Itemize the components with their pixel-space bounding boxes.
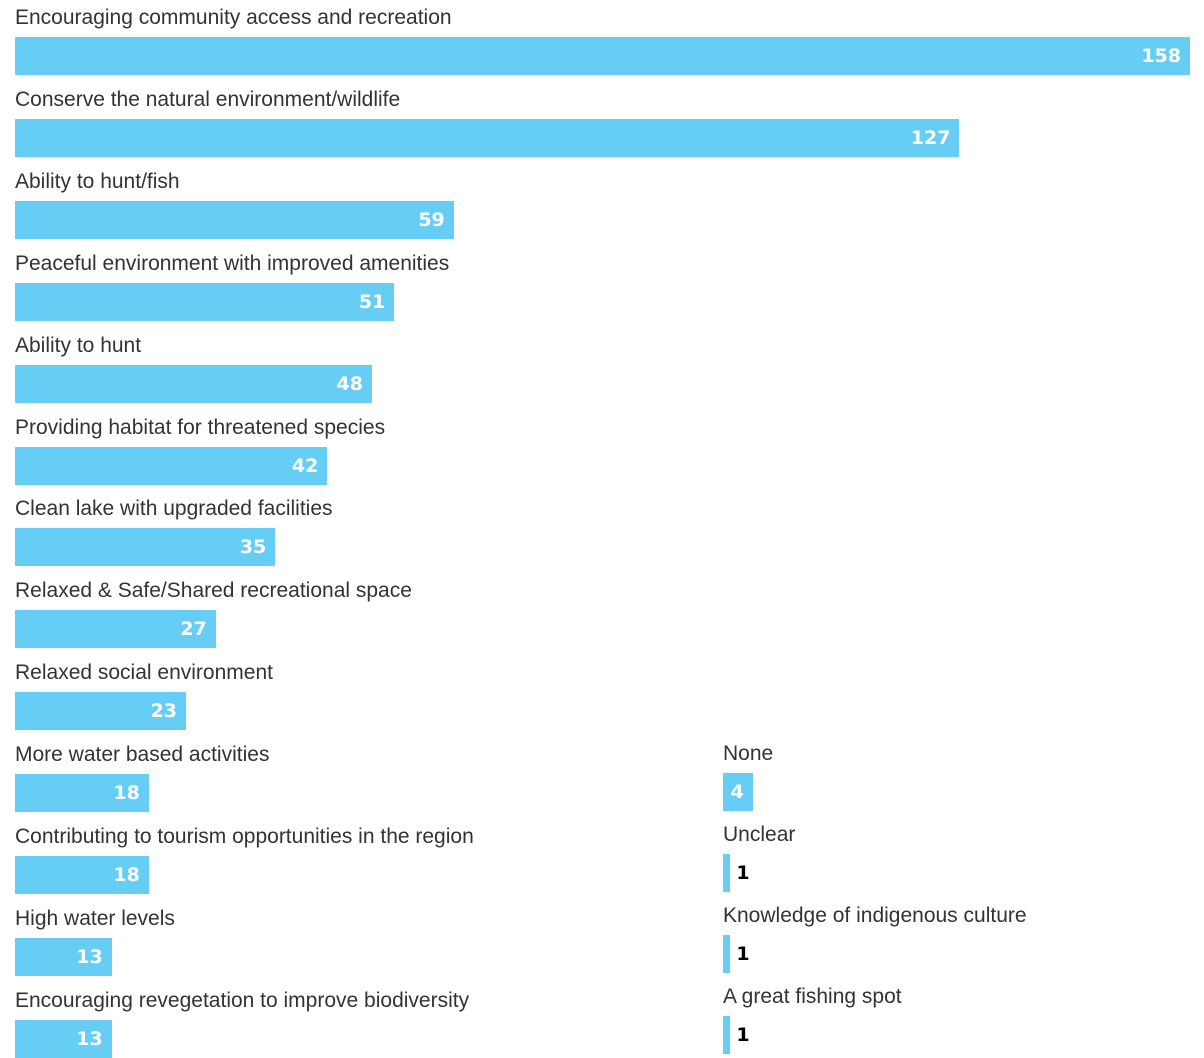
category-label: None: [723, 742, 774, 765]
category-label: A great fishing spot: [723, 985, 902, 1008]
value-label: 59: [418, 208, 445, 231]
bar: [15, 282, 395, 321]
category-label: Ability to hunt/fish: [15, 169, 180, 193]
category-label: Relaxed & Safe/Shared recreational space: [15, 579, 412, 603]
value-label: 51: [358, 290, 386, 313]
bar: [15, 937, 112, 976]
bar: [15, 610, 216, 649]
bar: [15, 118, 960, 157]
category-label: More water based activities: [15, 743, 270, 767]
category-label: High water levels: [15, 906, 175, 930]
category-label: Peaceful environment with improved ameni…: [15, 251, 450, 275]
category-label: Clean lake with upgraded facilities: [15, 497, 333, 521]
value-label: 18: [113, 864, 140, 886]
value-label: 127: [910, 126, 951, 149]
bar: [15, 364, 372, 403]
bar: [15, 446, 328, 485]
value-label: 18: [113, 782, 140, 805]
bar: [15, 774, 149, 813]
bar: [15, 856, 149, 894]
category-label: Conserve the natural environment/wildlif…: [15, 87, 401, 111]
bar: [15, 37, 1190, 75]
bar: [15, 200, 454, 239]
value-label: 158: [1141, 45, 1181, 67]
category-label: Encouraging community access and recreat…: [15, 6, 452, 29]
value-label: 13: [76, 945, 103, 968]
value-label: 42: [291, 454, 319, 477]
bar: [723, 935, 731, 973]
bar: [15, 692, 187, 731]
value-label: 13: [76, 1027, 103, 1050]
bar: [723, 854, 731, 892]
bar: [723, 1016, 731, 1054]
bar: [15, 528, 276, 567]
category-label: Knowledge of indigenous culture: [723, 904, 1027, 927]
category-label: Relaxed social environment: [15, 661, 273, 685]
value-label: 23: [150, 700, 178, 723]
bar: [723, 773, 753, 811]
value-label: 1: [736, 1024, 750, 1046]
value-label: 4: [730, 781, 744, 803]
value-label: 1: [736, 862, 750, 884]
category-label: Ability to hunt: [15, 333, 142, 357]
value-label: 27: [180, 618, 207, 641]
category-label: Providing habitat for threatened species: [15, 415, 386, 439]
category-label: Encouraging revegetation to improve biod…: [15, 988, 470, 1012]
value-label: 35: [239, 536, 267, 559]
value-label: 1: [736, 943, 750, 965]
category-label: Contributing to tourism opportunities in…: [15, 825, 474, 848]
category-label: Unclear: [723, 823, 796, 846]
value-label: 48: [336, 372, 363, 395]
